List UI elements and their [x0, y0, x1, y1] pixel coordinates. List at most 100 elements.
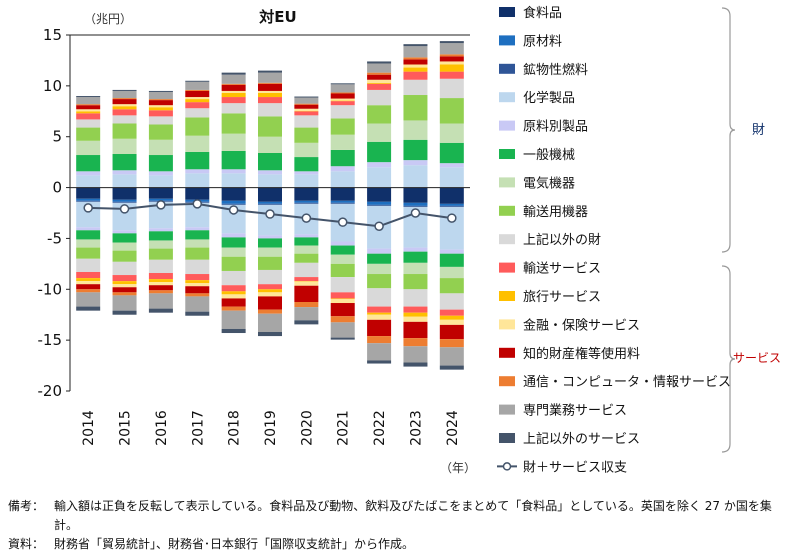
- bar-segment: [258, 247, 282, 257]
- bar-segment: [258, 235, 282, 239]
- bar-segment: [367, 306, 392, 313]
- legend-swatch: [499, 120, 515, 131]
- bar-segment: [221, 187, 246, 201]
- bar-segment: [112, 284, 137, 288]
- bar-segment: [403, 312, 428, 317]
- bar-segment: [185, 247, 210, 260]
- y-tick-label: 0: [52, 179, 62, 197]
- bar-segment: [221, 328, 246, 334]
- legend-label: 上記以外のサービス: [523, 431, 640, 447]
- bar-segment: [294, 108, 319, 111]
- bar-segment: [112, 104, 137, 107]
- bar-segment: [258, 201, 282, 204]
- bar-segment: [439, 71, 464, 79]
- x-tick-label: 2023: [408, 410, 424, 446]
- bar-segment: [185, 311, 210, 316]
- legend-swatch: [499, 291, 515, 301]
- legend: 食料品原材料鉱物性燃料化学製品原料別製品一般機械電気機器輸送用機器上記以外の財輸…: [497, 5, 781, 475]
- y-tick-label: -15: [38, 331, 63, 349]
- bar-segment: [258, 296, 282, 310]
- bar-segment: [148, 105, 173, 108]
- bar-segment: [221, 298, 246, 307]
- bar-segment: [112, 292, 137, 296]
- bar-segment: [112, 99, 137, 105]
- bar-segment: [294, 104, 319, 109]
- bar-segment: [221, 169, 246, 174]
- x-tick-label: 2019: [263, 410, 279, 446]
- bar-segment: [185, 90, 210, 98]
- bar-segment: [148, 273, 173, 280]
- bar-segment: [439, 278, 464, 294]
- bar-segment: [367, 167, 392, 188]
- bar-segment: [112, 138, 137, 155]
- bar-segment: [112, 187, 137, 200]
- bar-segment: [148, 282, 173, 286]
- bar-segment: [221, 237, 246, 248]
- bar-segment: [367, 360, 392, 364]
- bar-segment: [367, 187, 392, 202]
- bar-segment: [185, 151, 210, 170]
- bar-segment: [148, 198, 173, 201]
- y-tick-label: -5: [47, 229, 62, 247]
- bar-segment: [258, 92, 282, 98]
- bar-segment: [403, 205, 428, 207]
- bar-segment: [185, 230, 210, 240]
- bar-segment: [439, 187, 464, 204]
- bar-segment: [439, 309, 464, 316]
- bar-segment: [148, 124, 173, 140]
- bar-segment: [367, 63, 392, 73]
- legend-label: 通信・コンピュータ・情報サービス: [523, 375, 731, 390]
- bar-segment: [185, 259, 210, 275]
- bar-segment: [148, 248, 173, 260]
- x-tick-label: 2020: [299, 410, 315, 446]
- note-remarks-label: 備考：: [8, 499, 45, 513]
- bar-segment: [76, 109, 101, 112]
- bar-segment: [439, 123, 464, 143]
- bar-segment: [76, 187, 101, 199]
- bar-segment: [76, 284, 101, 290]
- bar-segment: [294, 171, 319, 175]
- bar-segment: [294, 115, 319, 128]
- bar-segment: [439, 205, 464, 207]
- bar-segment: [367, 248, 392, 254]
- legend-label: 財＋サービス収支: [523, 460, 627, 475]
- bar-segment: [112, 199, 137, 202]
- bar-segment: [439, 249, 464, 254]
- x-tick-label: 2016: [154, 410, 170, 446]
- bar-segment: [258, 72, 282, 83]
- bar-segment: [330, 298, 355, 299]
- bar-segment: [330, 100, 355, 102]
- legend-label: 食料品: [523, 5, 562, 21]
- bar-segment: [258, 83, 282, 91]
- bar-segment: [439, 293, 464, 310]
- bar-segment: [185, 274, 210, 281]
- bar-segment: [112, 174, 137, 188]
- bar-segment: [185, 102, 210, 109]
- note-source: 資料： 財務省「貿易統計」、財務省･日本銀行「国際収支統計」から作成。: [8, 535, 792, 554]
- x-tick-label: 2017: [190, 410, 206, 446]
- legend-swatch: [499, 319, 515, 330]
- bar-segment: [403, 346, 428, 363]
- bar-segment: [221, 256, 246, 271]
- bar-segment: [76, 175, 101, 188]
- bar-segment: [258, 238, 282, 248]
- bar-segment: [367, 89, 392, 106]
- bar-segment: [185, 283, 210, 287]
- bar-segment: [76, 239, 101, 248]
- bar-segment: [294, 245, 319, 254]
- bar-segment: [76, 289, 101, 293]
- balance-point: [265, 209, 275, 219]
- bar-segment: [258, 116, 282, 137]
- bar-segment: [403, 187, 428, 203]
- balance-point: [447, 213, 457, 223]
- bar-segment: [76, 113, 101, 120]
- bar-segment: [294, 200, 319, 203]
- legend-label: 輸送用機器: [523, 205, 588, 220]
- bar-segment: [294, 285, 319, 302]
- bar-segment: [439, 315, 464, 320]
- bar-segment: [258, 256, 282, 270]
- bar-segment: [367, 336, 392, 344]
- bar-segment: [258, 82, 282, 84]
- bar-segment: [439, 203, 464, 206]
- bar-segment: [258, 174, 282, 188]
